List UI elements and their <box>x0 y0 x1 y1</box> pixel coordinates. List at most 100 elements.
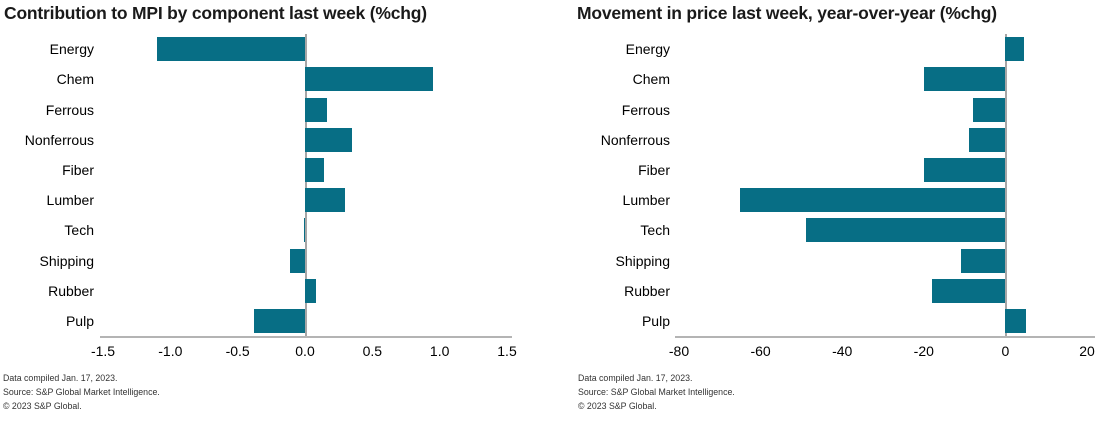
bar <box>923 157 1006 182</box>
x-tick-label: -20 <box>913 343 934 359</box>
chart-row-ferrous: Ferrous <box>557 94 1087 124</box>
bar <box>303 218 305 243</box>
x-tick-label: -0.5 <box>225 343 250 359</box>
chart-row-chem: Chem <box>0 64 507 94</box>
bar-track <box>679 97 1087 122</box>
x-axis-ticks: -80 -60 -40 -20 0 20 <box>669 343 1095 361</box>
chart-row-rubber: Rubber <box>0 276 507 306</box>
bar-track <box>103 67 507 92</box>
zero-axis-line <box>1005 34 1007 336</box>
bar-track <box>679 67 1087 92</box>
bar-track <box>103 188 507 213</box>
chart-row-lumber: Lumber <box>0 185 507 215</box>
x-tick-label: 0.0 <box>295 343 315 359</box>
bar <box>305 157 324 182</box>
bar <box>305 97 327 122</box>
chart-title: Movement in price last week, year-over-y… <box>577 3 997 23</box>
x-tick-label: -60 <box>750 343 771 359</box>
chart-row-shipping: Shipping <box>557 245 1087 275</box>
chart-row-rubber: Rubber <box>557 276 1087 306</box>
bar <box>740 188 1006 213</box>
x-axis-line <box>675 336 1095 338</box>
chart-row-lumber: Lumber <box>557 185 1087 215</box>
chart-row-tech: Tech <box>0 215 507 245</box>
bar-track <box>679 37 1087 62</box>
chart-row-ferrous: Ferrous <box>0 94 507 124</box>
bar <box>305 188 346 213</box>
x-tick-label: 1.0 <box>429 343 450 359</box>
category-label: Energy <box>49 41 94 58</box>
price-movement-chart: Movement in price last week, year-over-y… <box>557 0 1115 430</box>
zero-axis-line <box>305 34 307 336</box>
category-label: Lumber <box>622 192 670 209</box>
bar-rows: Energy Chem Ferrous Nonferrous Fiber Lumber Te… <box>557 34 1087 336</box>
footnote-line-2: Source: S&P Global Market Intelligence. <box>578 386 735 397</box>
bar-track <box>103 218 507 243</box>
footnote: Data compiled Jan. 17, 2023. Source: S&P… <box>3 372 160 413</box>
category-label: Shipping <box>39 252 95 269</box>
category-label: Tech <box>64 222 94 239</box>
category-label: Pulp <box>65 312 94 329</box>
x-axis-ticks: -1.5 -1.0 -0.5 0.0 0.5 1.0 1.5 <box>91 343 517 361</box>
chart-row-chem: Chem <box>557 64 1087 94</box>
bar <box>805 218 1006 243</box>
category-label: Nonferrous <box>600 131 670 148</box>
bar <box>1005 308 1026 333</box>
bar <box>923 67 1006 92</box>
bar-track <box>103 308 507 333</box>
chart-row-nonferrous: Nonferrous <box>557 125 1087 155</box>
x-tick-label: 1.5 <box>497 343 517 359</box>
bar-rows: Energy Chem Ferrous Nonferrous Fiber Lumber Te… <box>0 34 507 336</box>
bar <box>290 248 305 273</box>
chart-row-nonferrous: Nonferrous <box>0 125 507 155</box>
bar-track <box>679 218 1087 243</box>
chart-row-fiber: Fiber <box>557 155 1087 185</box>
footnote: Data compiled Jan. 17, 2023. Source: S&P… <box>578 372 735 413</box>
bar-track <box>103 127 507 152</box>
bar <box>305 67 433 92</box>
bar <box>253 308 305 333</box>
bar <box>1005 37 1024 62</box>
x-tick-label: 0 <box>1001 343 1010 359</box>
chart-row-tech: Tech <box>557 215 1087 245</box>
bar-track <box>679 308 1087 333</box>
category-label: Ferrous <box>621 101 670 118</box>
x-tick-label: -40 <box>832 343 853 359</box>
bar-track <box>103 97 507 122</box>
category-label: Fiber <box>638 161 670 178</box>
bar-track <box>679 248 1087 273</box>
bar <box>305 278 316 303</box>
bar-track <box>103 37 507 62</box>
x-tick-label: 20 <box>1079 343 1095 359</box>
x-tick-label: -80 <box>668 343 690 359</box>
category-label: Shipping <box>615 252 671 269</box>
footnote-line-2: Source: S&P Global Market Intelligence. <box>3 386 160 397</box>
chart-title: Contribution to MPI by component last we… <box>4 3 427 23</box>
x-tick-label: 0.5 <box>362 343 383 359</box>
footnote-line-3: © 2023 S&P Global. <box>3 400 82 411</box>
x-axis-line <box>100 336 512 338</box>
bar <box>156 37 305 62</box>
chart-row-pulp: Pulp <box>0 306 507 336</box>
bar-track <box>679 127 1087 152</box>
bar <box>931 278 1006 303</box>
bar-track <box>679 188 1087 213</box>
bar-track <box>103 278 507 303</box>
category-label: Fiber <box>62 161 94 178</box>
category-label: Chem <box>56 71 94 88</box>
footnote-line-3: © 2023 S&P Global. <box>578 400 657 411</box>
category-label: Nonferrous <box>24 131 94 148</box>
category-label: Tech <box>640 222 670 239</box>
footnote-line-1: Data compiled Jan. 17, 2023. <box>3 373 118 383</box>
bar-track <box>103 248 507 273</box>
category-label: Rubber <box>48 282 94 299</box>
chart-row-fiber: Fiber <box>0 155 507 185</box>
bar-track <box>679 157 1087 182</box>
bar <box>968 127 1006 152</box>
x-tick-label: -1.0 <box>158 343 183 359</box>
chart-row-shipping: Shipping <box>0 245 507 275</box>
category-label: Rubber <box>624 282 670 299</box>
category-label: Pulp <box>641 312 670 329</box>
bar <box>960 248 1006 273</box>
chart-row-energy: Energy <box>557 34 1087 64</box>
